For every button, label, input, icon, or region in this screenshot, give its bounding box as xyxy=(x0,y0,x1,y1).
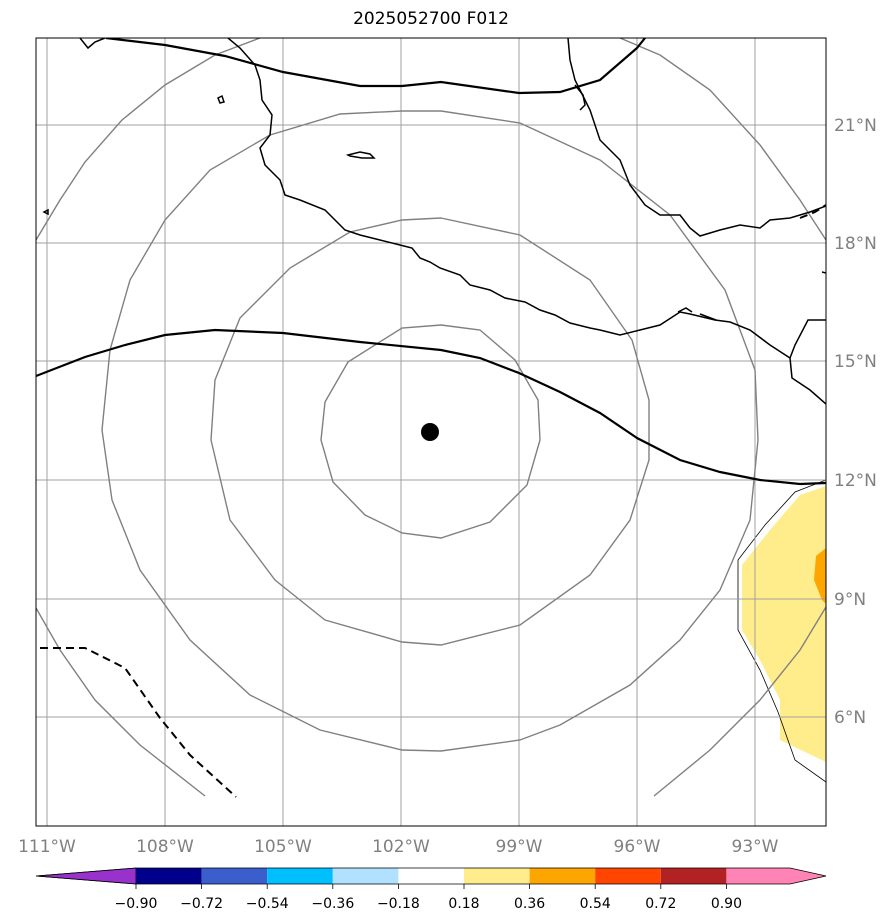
coastline-mexico-pacific xyxy=(227,38,791,359)
lon-label: 111°W xyxy=(18,837,76,857)
coastline-gulf xyxy=(567,38,826,237)
dashed-contours xyxy=(40,204,826,798)
latitude-labels: 21°N 18°N 15°N 12°N 9°N 6°N xyxy=(834,116,877,728)
colorbar-tick-label: 0.36 xyxy=(514,896,545,912)
range-rings xyxy=(36,38,826,797)
solid-contour-central xyxy=(36,328,826,486)
colorbar-tick-label: 0.54 xyxy=(580,896,611,912)
island-3 xyxy=(42,208,49,216)
colorbar-tick-label: −0.54 xyxy=(246,896,289,912)
colorbar-segment xyxy=(660,868,727,884)
lon-label: 93°W xyxy=(732,837,779,857)
colorbar: −0.90 −0.72 −0.54 −0.36 −0.18 0.18 0.36 … xyxy=(35,867,827,912)
lat-label: 9°N xyxy=(834,590,866,610)
dashed-contour-southwest xyxy=(40,647,237,798)
colorbar-tick-label: −0.18 xyxy=(377,896,420,912)
colorbar-segment xyxy=(464,868,530,884)
lon-label: 105°W xyxy=(254,837,312,857)
colorbar-segment xyxy=(267,868,333,884)
colorbar-tick-label: −0.90 xyxy=(115,896,158,912)
shaded-field-outline xyxy=(737,479,826,783)
coastline-east-bay xyxy=(821,271,826,274)
colorbar-tick-label: 0.90 xyxy=(711,896,742,912)
colorbar-tick-label: 0.72 xyxy=(645,896,676,912)
map-title: 2025052700 F012 xyxy=(353,9,509,29)
colorbar-segment xyxy=(595,868,661,884)
coastline-central-america xyxy=(789,319,826,405)
colorbar-tick-label: −0.72 xyxy=(180,896,223,912)
lat-label: 21°N xyxy=(834,116,877,136)
solid-contours xyxy=(36,38,826,486)
shaded-field-dark xyxy=(814,548,826,604)
graticule xyxy=(36,38,826,826)
coastline-mexico-pacific-west xyxy=(79,38,106,50)
lat-label: 18°N xyxy=(834,234,877,254)
range-ring-1 xyxy=(320,324,541,539)
colorbar-segment xyxy=(201,868,268,884)
colorbar-segment xyxy=(529,868,596,884)
shaded-field-light xyxy=(742,486,826,762)
colorbar-tick-label: −0.36 xyxy=(311,896,354,912)
lat-label: 15°N xyxy=(834,352,877,372)
lat-label: 6°N xyxy=(834,708,866,728)
island-1 xyxy=(345,151,376,159)
colorbar-extend-high xyxy=(726,868,826,884)
colorbar-segment xyxy=(332,868,399,884)
colorbar-ticks xyxy=(135,884,727,889)
lon-label: 96°W xyxy=(614,837,661,857)
lon-label: 102°W xyxy=(372,837,430,857)
map-frame xyxy=(35,37,827,827)
coastline-yucatan-tip xyxy=(574,84,586,111)
storm-center-marker xyxy=(421,423,439,441)
range-ring-4 xyxy=(36,38,826,797)
colorbar-tick-label: 0.18 xyxy=(448,896,479,912)
lon-label: 99°W xyxy=(496,837,543,857)
island-2 xyxy=(217,94,225,104)
lat-label: 12°N xyxy=(834,471,877,491)
longitude-labels: 111°W 108°W 105°W 102°W 99°W 96°W 93°W xyxy=(18,837,779,857)
coastlines xyxy=(42,38,826,405)
colorbar-extend-low xyxy=(35,867,137,885)
colorbar-segment xyxy=(136,868,202,884)
coastline-gulf-islands xyxy=(677,307,717,321)
dashed-contour-northeast xyxy=(799,204,826,219)
solid-contour-north xyxy=(105,38,646,95)
range-ring-2 xyxy=(210,217,650,646)
range-ring-3 xyxy=(101,110,759,752)
lon-label: 108°W xyxy=(136,837,194,857)
colorbar-segment xyxy=(398,868,464,884)
map-area xyxy=(36,38,826,826)
